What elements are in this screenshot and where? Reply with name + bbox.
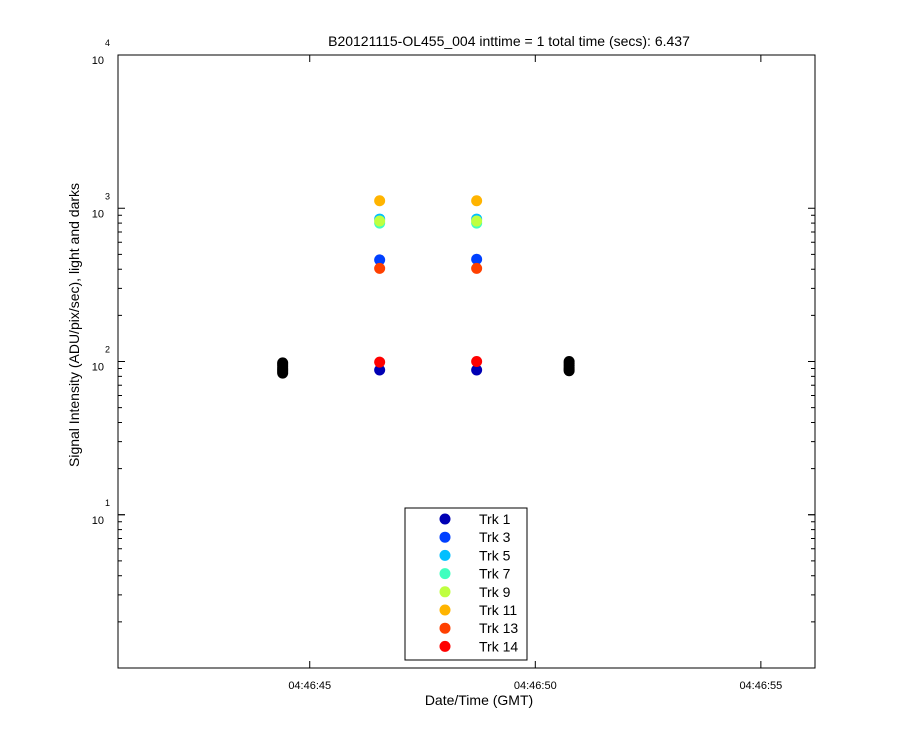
y-axis-label: Signal Intensity (ADU/pix/sec), light an… [66, 183, 82, 467]
legend-label: Trk 11 [479, 602, 517, 618]
legend-marker [439, 531, 451, 543]
legend-label: Trk 7 [479, 566, 511, 582]
dark-points [277, 356, 575, 379]
legend: Trk 1 Trk 3 Trk 5 Trk 7 Trk 9 Trk 11 Trk 13 Trk… [404, 507, 528, 661]
legend-box [404, 507, 528, 661]
x-tick-label: 04:46:45 [288, 680, 331, 692]
data-point [374, 254, 386, 266]
legend-marker [439, 586, 451, 598]
legend-label: Trk 3 [479, 529, 511, 545]
legend-label: Trk 5 [479, 547, 511, 563]
data-point [374, 356, 386, 368]
chart-title: B20121115-OL455_004 inttime = 1 total ti… [328, 33, 690, 49]
x-tick-label: 04:46:55 [739, 680, 782, 692]
y-tick-exponent: 4 [105, 38, 110, 48]
y-tick-label: 10 [92, 208, 104, 220]
data-point [374, 215, 386, 227]
legend-marker [439, 640, 451, 652]
data-point [374, 364, 386, 376]
y-tick-label: 10 [92, 55, 104, 67]
data-point [471, 215, 483, 227]
legend-label: Trk 1 [479, 511, 511, 527]
legend-marker [439, 604, 451, 616]
x-tick-label: 04:46:50 [514, 680, 557, 692]
y-tick-exponent: 2 [105, 345, 110, 355]
y-tick-exponent: 1 [105, 498, 110, 508]
data-point [374, 262, 386, 274]
legend-label: Trk 14 [479, 638, 518, 654]
data-point [471, 364, 483, 376]
legend-marker [439, 622, 451, 634]
data-point [471, 262, 483, 274]
x-axis-label: Date/Time (GMT) [425, 692, 533, 708]
data-point [471, 356, 483, 367]
data-point [471, 253, 483, 265]
plot-frame [117, 54, 816, 669]
data-points [374, 195, 483, 376]
legend-marker [439, 568, 451, 580]
y-tick-exponent: 3 [105, 191, 110, 201]
data-point [471, 195, 483, 207]
legend-label: Trk 9 [479, 584, 511, 600]
dark-point [563, 356, 575, 367]
data-point [374, 195, 386, 207]
legend-marker [439, 513, 451, 525]
legend-label: Trk 13 [479, 620, 518, 636]
y-tick-label: 10 [92, 362, 104, 374]
y-tick-label: 10 [92, 515, 104, 527]
dark-point [277, 357, 289, 369]
tick-marks [118, 54, 815, 669]
legend-marker [439, 549, 451, 561]
